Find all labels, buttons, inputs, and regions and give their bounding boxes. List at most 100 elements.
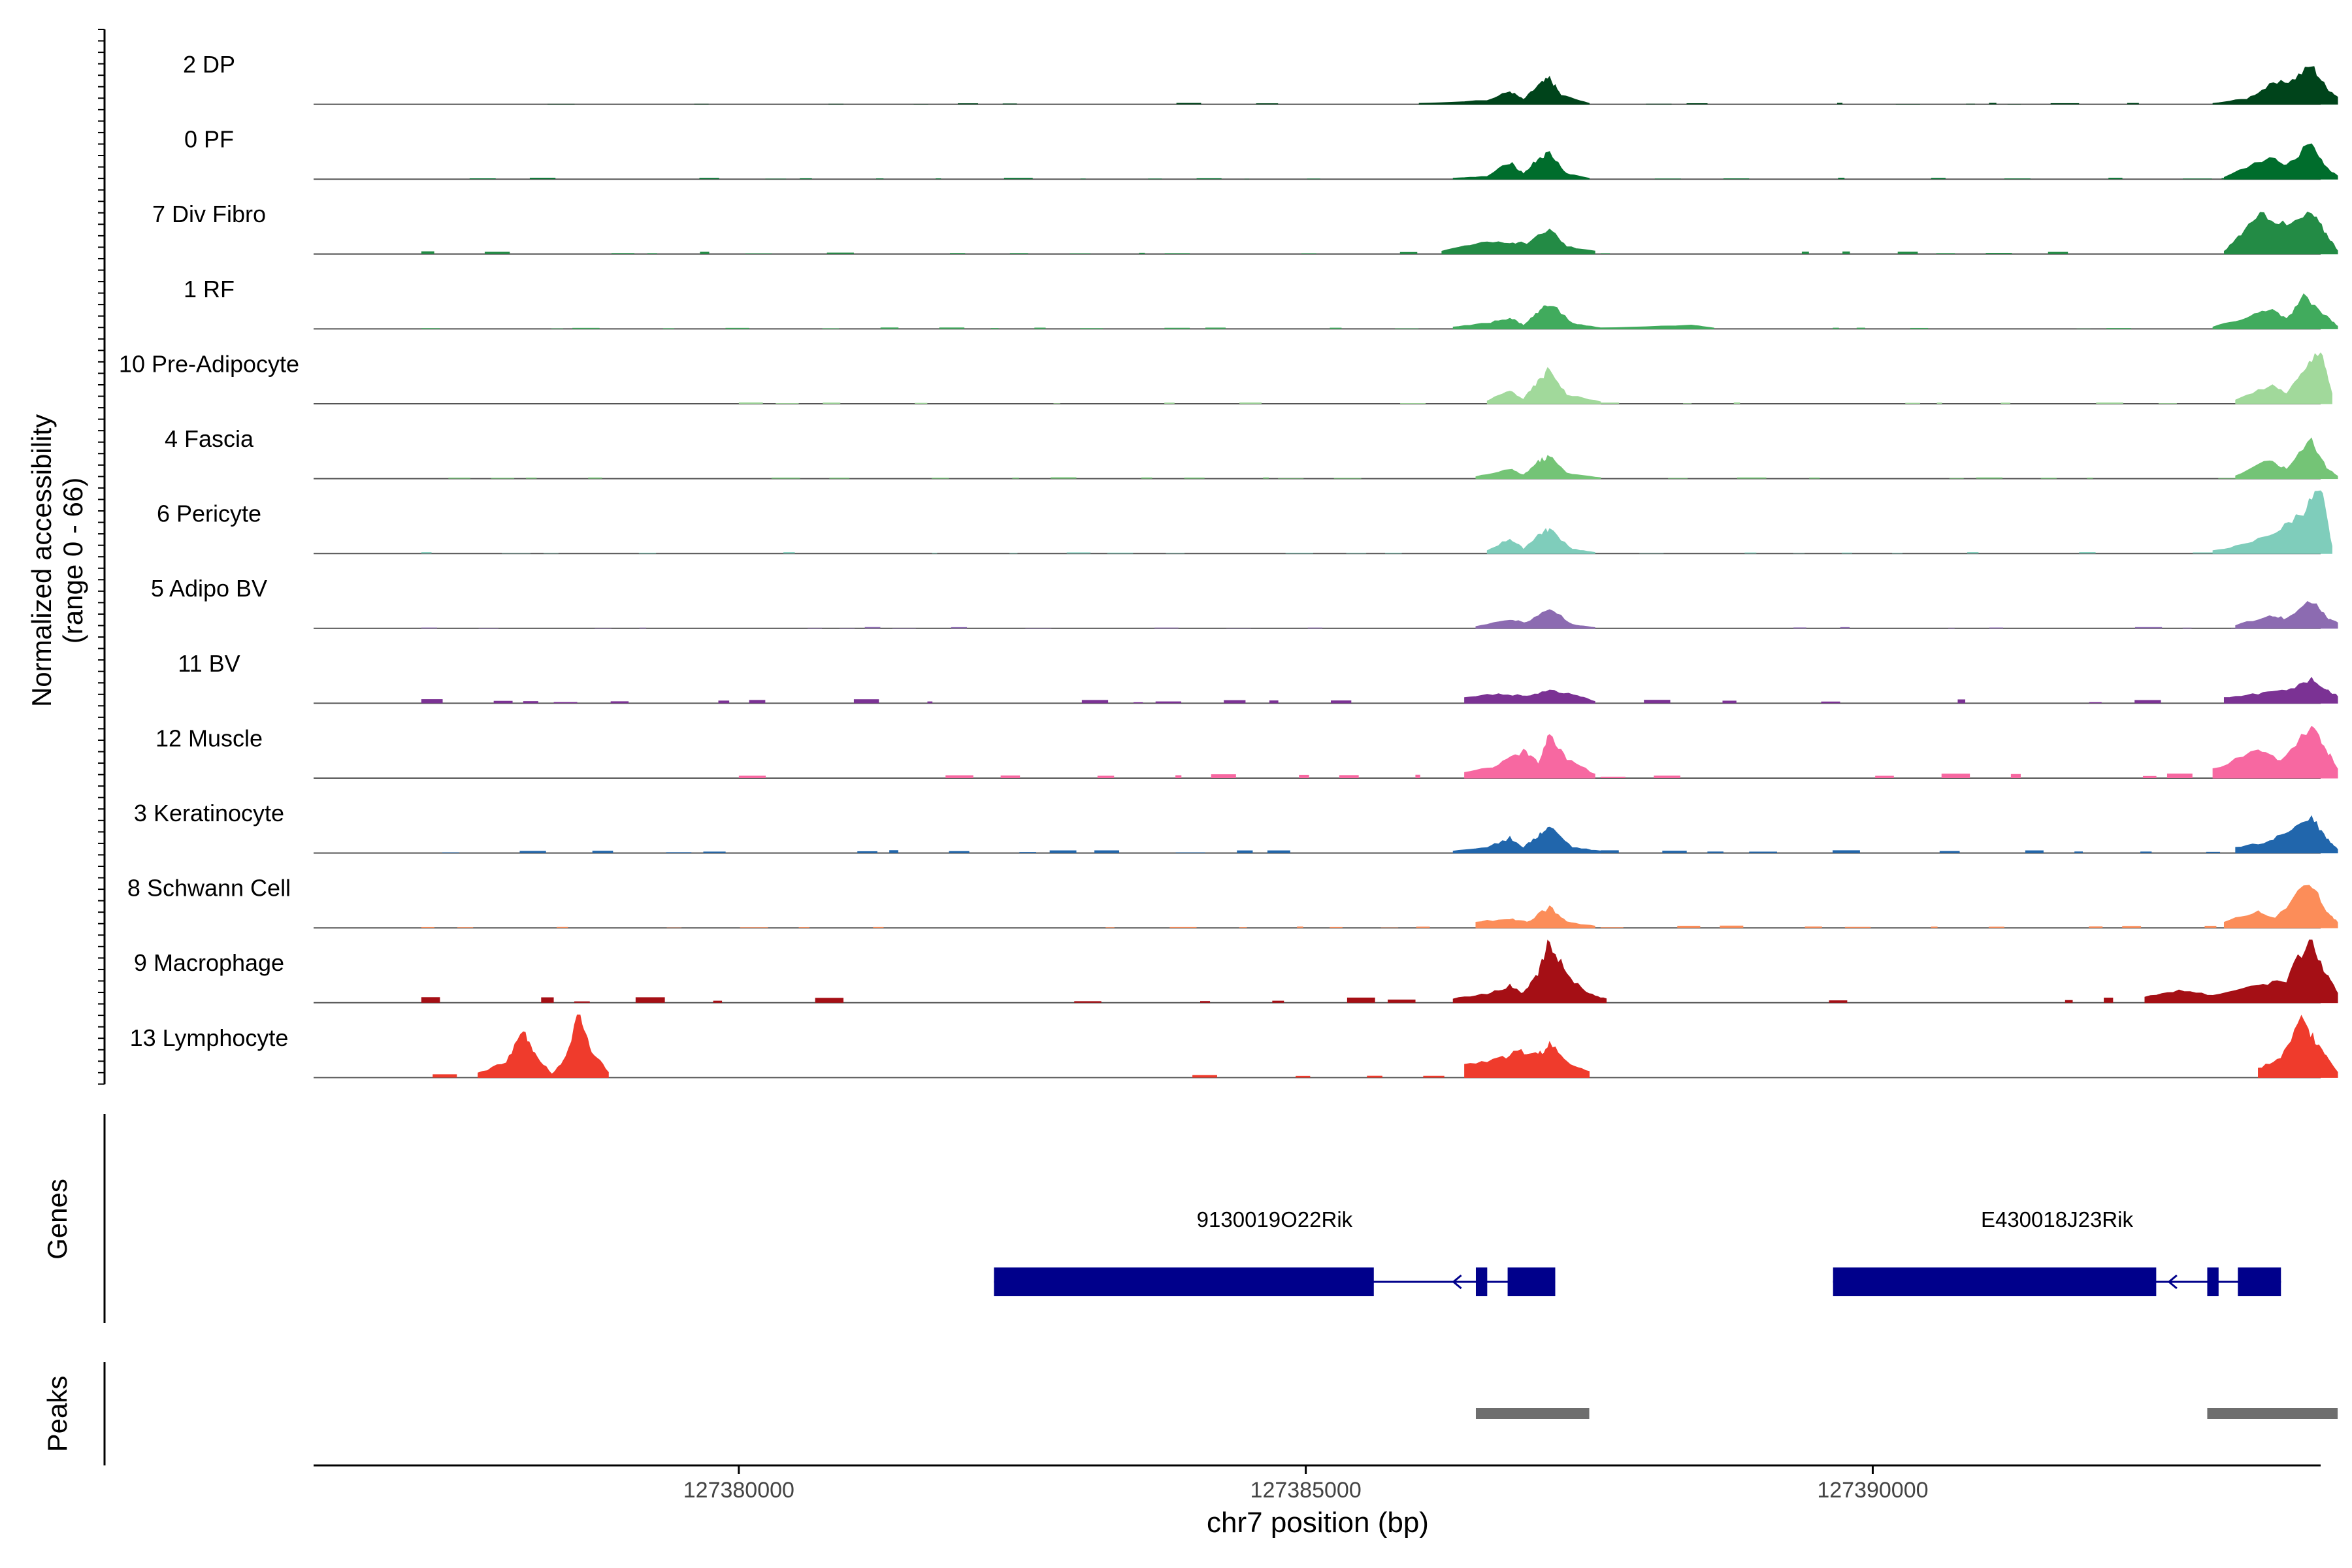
noise-blip	[1049, 850, 1077, 853]
noise-blip	[1423, 1075, 1445, 1078]
noise-blip	[1175, 775, 1182, 778]
noise-blip	[1307, 627, 1322, 629]
gene-name-label: 9130019O22Rik	[1197, 1207, 1353, 1232]
track-label: 1 RF	[184, 276, 235, 302]
noise-blip	[1809, 477, 1820, 479]
noise-blip	[1094, 850, 1120, 853]
noise-blip	[1263, 477, 1269, 479]
noise-blip	[1139, 252, 1145, 254]
noise-blip	[2010, 774, 2021, 778]
track-label: 0 PF	[184, 126, 234, 153]
noise-blip	[1296, 1075, 1311, 1078]
track-6-pericyte	[314, 490, 2332, 555]
noise-blip	[1662, 851, 1687, 853]
noise-blip	[1301, 253, 1316, 254]
track-5-adipo-bv	[314, 600, 2338, 629]
noise-blip	[2134, 627, 2163, 629]
noise-blip	[2048, 252, 2068, 254]
coverage-tracks	[314, 66, 2338, 1079]
noise-blip	[1347, 997, 1375, 1003]
noise-blip	[1842, 251, 1850, 254]
noise-blip	[822, 328, 840, 329]
x-tick-label: 127385000	[1250, 1478, 1362, 1503]
gene-exon	[1475, 1267, 1488, 1296]
noise-blip	[1600, 776, 1625, 778]
noise-blip	[1895, 103, 1920, 105]
noise-blip	[1957, 699, 1966, 704]
noise-blip	[864, 627, 881, 629]
noise-blip	[815, 998, 844, 1003]
noise-blip	[876, 178, 884, 180]
noise-blip	[543, 553, 559, 554]
noise-blip	[1080, 178, 1086, 180]
noise-blip	[1677, 925, 1701, 928]
noise-blip	[469, 178, 496, 180]
noise-blip	[694, 103, 709, 105]
noise-blip	[1723, 178, 1750, 180]
noise-blip	[666, 852, 692, 853]
noise-blip	[1838, 178, 1845, 180]
noise-blip	[1415, 774, 1420, 778]
noise-blip	[2127, 103, 2139, 105]
noise-blip	[2004, 178, 2031, 180]
coverage-area	[1452, 293, 2338, 329]
noise-blip	[1976, 477, 2003, 479]
noise-blip	[857, 851, 877, 853]
noise-blip	[1966, 103, 1975, 105]
noise-blip	[1801, 252, 1809, 254]
noise-blip	[1019, 852, 1036, 853]
noise-blip	[2218, 478, 2243, 479]
noise-blip	[2142, 776, 2157, 778]
track-label: 4 Fascia	[165, 425, 254, 452]
noise-blip	[541, 997, 554, 1003]
noise-blip	[457, 927, 474, 928]
noise-blip	[1829, 1000, 1848, 1003]
noise-blip	[1148, 178, 1162, 180]
noise-blip	[840, 628, 855, 629]
noise-blip	[892, 628, 916, 629]
noise-blip	[949, 851, 970, 853]
noise-blip	[1239, 927, 1247, 928]
noise-blip	[776, 403, 799, 404]
noise-blip	[662, 328, 675, 329]
noise-blip	[2074, 851, 2083, 853]
noise-blip	[1910, 327, 1929, 329]
coverage-area	[1452, 815, 2338, 854]
noise-blip	[1931, 926, 1938, 928]
noise-blip	[700, 252, 710, 254]
noise-blip	[745, 253, 772, 254]
noise-blip	[421, 251, 434, 254]
coverage-area	[1475, 885, 2338, 928]
noise-blip	[800, 178, 812, 180]
noise-blip	[828, 103, 844, 105]
noise-blip	[1155, 701, 1182, 704]
noise-blip	[2050, 103, 2080, 105]
noise-blip	[484, 252, 510, 254]
coverage-area	[1486, 490, 2332, 554]
noise-blip	[2001, 402, 2011, 404]
noise-blip	[1169, 926, 1197, 928]
coverage-area	[1418, 66, 2338, 105]
x-tick-label: 127390000	[1817, 1478, 1928, 1503]
noise-blip	[2096, 402, 2123, 404]
noise-blip	[2134, 700, 2161, 704]
noise-blip	[547, 103, 575, 105]
noise-blip	[889, 850, 898, 853]
noise-blip	[1256, 103, 1279, 105]
noise-blip	[783, 552, 795, 554]
noise-blip	[713, 1000, 723, 1003]
noise-blip	[771, 478, 800, 479]
noise-blip	[2158, 403, 2177, 404]
noise-blip	[927, 701, 933, 704]
noise-blip	[2206, 851, 2221, 853]
noise-blip	[725, 327, 749, 329]
noise-blip	[1081, 700, 1109, 704]
noise-blip	[647, 253, 657, 254]
gene-exon	[2207, 1267, 2219, 1296]
noise-blip	[853, 699, 879, 704]
gene-exon	[1507, 1267, 1556, 1296]
noise-blip	[2193, 552, 2215, 554]
noise-blip	[1737, 477, 1767, 479]
noise-blip	[1905, 402, 1921, 404]
noise-blip	[1074, 1001, 1102, 1003]
